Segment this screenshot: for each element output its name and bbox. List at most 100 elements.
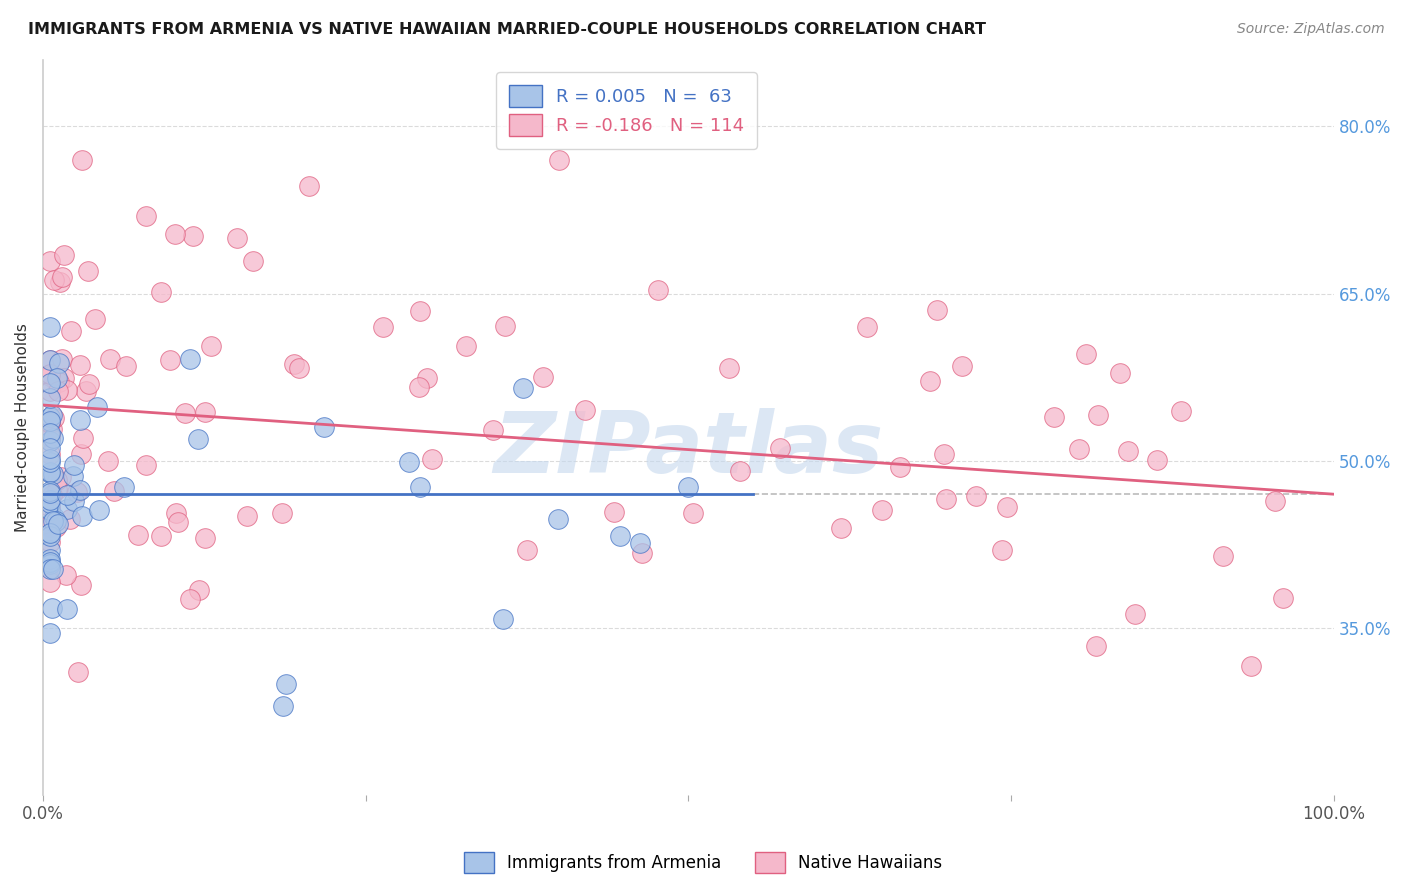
Point	[38, 575, 60, 590]
Point	[114, 359, 136, 373]
Point	[38, 500, 60, 514]
Point	[38, 556, 60, 570]
Point	[150, 529, 173, 543]
Point	[408, 380, 430, 394]
Point	[77, 264, 100, 278]
Point	[398, 455, 420, 469]
Point	[45, 520, 67, 534]
Point	[38, 441, 60, 455]
Point	[45, 482, 67, 496]
Point	[38, 502, 60, 516]
Point	[69, 413, 91, 427]
Point	[63, 494, 86, 508]
Text: Source: ZipAtlas.com: Source: ZipAtlas.com	[1237, 22, 1385, 37]
Point	[149, 285, 172, 299]
Point	[41, 422, 63, 436]
Point	[135, 209, 157, 223]
Point	[1170, 404, 1192, 418]
Legend: R = 0.005   N =  63, R = -0.186   N = 114: R = 0.005 N = 63, R = -0.186 N = 114	[496, 72, 756, 149]
Point	[647, 284, 669, 298]
Point	[38, 428, 60, 442]
Point	[678, 479, 700, 493]
Point	[492, 612, 515, 626]
Point	[187, 432, 209, 446]
Point	[422, 452, 444, 467]
Point	[127, 527, 149, 541]
Point	[1116, 444, 1139, 458]
Point	[167, 516, 190, 530]
Point	[1085, 640, 1108, 654]
Point	[409, 480, 432, 494]
Point	[44, 510, 66, 524]
Point	[38, 557, 60, 571]
Point	[39, 384, 62, 399]
Point	[276, 677, 298, 691]
Point	[925, 303, 948, 318]
Point	[682, 506, 704, 520]
Point	[38, 409, 60, 424]
Point	[62, 458, 84, 472]
Point	[283, 357, 305, 371]
Point	[932, 446, 955, 460]
Point	[174, 406, 197, 420]
Point	[830, 521, 852, 535]
Point	[67, 665, 90, 680]
Point	[38, 254, 60, 268]
Point	[512, 381, 534, 395]
Point	[454, 339, 477, 353]
Text: IMMIGRANTS FROM ARMENIA VS NATIVE HAWAIIAN MARRIED-COUPLE HOUSEHOLDS CORRELATION: IMMIGRANTS FROM ARMENIA VS NATIVE HAWAII…	[28, 22, 986, 37]
Point	[60, 324, 83, 338]
Point	[51, 352, 73, 367]
Point	[547, 511, 569, 525]
Point	[38, 551, 60, 566]
Point	[1074, 347, 1097, 361]
Point	[628, 536, 651, 550]
Point	[38, 562, 60, 576]
Point	[183, 228, 205, 243]
Point	[717, 360, 740, 375]
Point	[46, 516, 69, 531]
Point	[38, 376, 60, 390]
Point	[952, 359, 974, 373]
Point	[70, 447, 93, 461]
Point	[53, 371, 76, 385]
Point	[1069, 442, 1091, 456]
Text: ZIPatlas: ZIPatlas	[494, 408, 883, 491]
Point	[41, 467, 63, 482]
Point	[548, 153, 571, 167]
Point	[59, 512, 82, 526]
Point	[38, 626, 60, 640]
Point	[1109, 366, 1132, 380]
Point	[69, 359, 91, 373]
Point	[39, 369, 62, 384]
Point	[918, 374, 941, 388]
Point	[69, 483, 91, 497]
Point	[45, 514, 67, 528]
Point	[1272, 591, 1295, 605]
Point	[1146, 453, 1168, 467]
Point	[38, 425, 60, 440]
Point	[603, 505, 626, 519]
Point	[236, 509, 259, 524]
Point	[271, 507, 294, 521]
Point	[55, 383, 77, 397]
Point	[38, 485, 60, 500]
Point	[187, 583, 209, 598]
Point	[42, 562, 65, 576]
Point	[72, 431, 94, 445]
Point	[42, 515, 65, 529]
Point	[56, 602, 79, 616]
Point	[409, 304, 432, 318]
Point	[48, 356, 70, 370]
Point	[163, 227, 186, 241]
Point	[995, 500, 1018, 514]
Point	[1264, 494, 1286, 508]
Point	[56, 502, 79, 516]
Point	[38, 320, 60, 334]
Point	[769, 442, 792, 456]
Point	[70, 153, 93, 167]
Point	[56, 488, 79, 502]
Point	[574, 403, 596, 417]
Point	[314, 420, 336, 434]
Point	[42, 431, 65, 445]
